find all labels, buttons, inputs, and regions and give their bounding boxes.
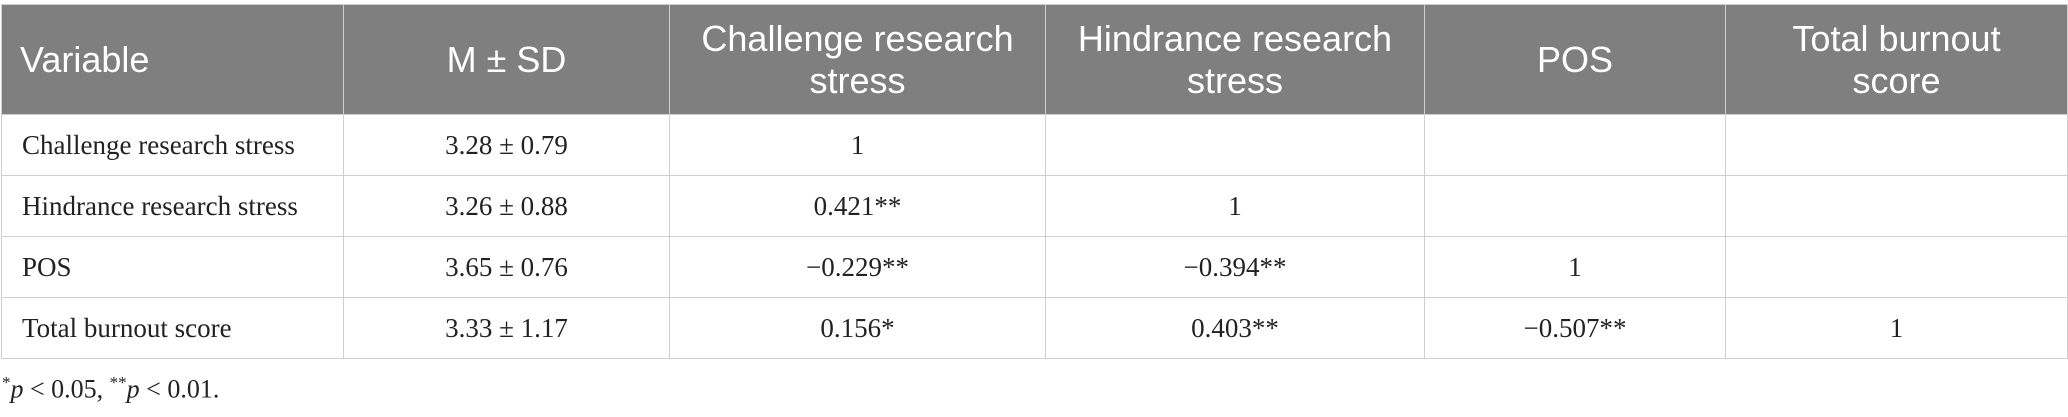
footnote-part: < 0.01. bbox=[139, 374, 220, 404]
cell: 3.26 ± 0.88 bbox=[343, 175, 670, 237]
page: Variable M ± SD Challenge research stress H… bbox=[0, 4, 2068, 417]
empty-cell bbox=[1045, 114, 1425, 176]
empty-cell bbox=[1725, 114, 2068, 176]
footnote-part: < 0.05, bbox=[23, 374, 110, 404]
cell: −0.394** bbox=[1045, 236, 1425, 298]
footnote-part: p bbox=[126, 374, 140, 404]
cell: 0.403** bbox=[1045, 297, 1425, 359]
table-row: Challenge research stress 3.28 ± 0.79 1 bbox=[1, 114, 2068, 176]
cell: −0.229** bbox=[669, 236, 1046, 298]
row-label: POS bbox=[1, 236, 344, 298]
footnote-part: p bbox=[10, 374, 24, 404]
footnote: *p < 0.05, **p < 0.01. bbox=[2, 373, 2068, 405]
cell: 3.65 ± 0.76 bbox=[343, 236, 670, 298]
header-cell: Variable bbox=[1, 4, 344, 115]
cell: 3.28 ± 0.79 bbox=[343, 114, 670, 176]
row-label: Total burnout score bbox=[1, 297, 344, 359]
header-row: Variable M ± SD Challenge research stress H… bbox=[1, 4, 2068, 115]
header-cell: Hindrance research stress bbox=[1045, 4, 1425, 115]
cell: 1 bbox=[1725, 297, 2068, 359]
empty-cell bbox=[1424, 175, 1726, 237]
row-label: Hindrance research stress bbox=[1, 175, 344, 237]
empty-cell bbox=[1424, 114, 1726, 176]
empty-cell bbox=[1725, 236, 2068, 298]
cell: 0.421** bbox=[669, 175, 1046, 237]
table-row: POS 3.65 ± 0.76 −0.229** −0.394** 1 bbox=[1, 236, 2068, 298]
cell: 0.156* bbox=[669, 297, 1046, 359]
header-cell: Total burnout score bbox=[1725, 4, 2068, 115]
cell: −0.507** bbox=[1424, 297, 1726, 359]
table-row: Total burnout score 3.33 ± 1.17 0.156* 0.40… bbox=[1, 297, 2068, 359]
header-cell: Challenge research stress bbox=[669, 4, 1046, 115]
header-cell: M ± SD bbox=[343, 4, 670, 115]
row-label: Challenge research stress bbox=[1, 114, 344, 176]
empty-cell bbox=[1725, 175, 2068, 237]
footnote-part: * bbox=[2, 373, 11, 392]
cell: 3.33 ± 1.17 bbox=[343, 297, 670, 359]
footnote-part: ** bbox=[109, 373, 127, 392]
correlation-table: Variable M ± SD Challenge research stress H… bbox=[1, 4, 2068, 359]
table-row: Hindrance research stress 3.26 ± 0.88 0.42… bbox=[1, 175, 2068, 237]
cell: 1 bbox=[669, 114, 1046, 176]
table-body: Challenge research stress 3.28 ± 0.79 1 Hin… bbox=[1, 114, 2068, 359]
cell: 1 bbox=[1045, 175, 1425, 237]
header-cell: POS bbox=[1424, 4, 1726, 115]
cell: 1 bbox=[1424, 236, 1726, 298]
